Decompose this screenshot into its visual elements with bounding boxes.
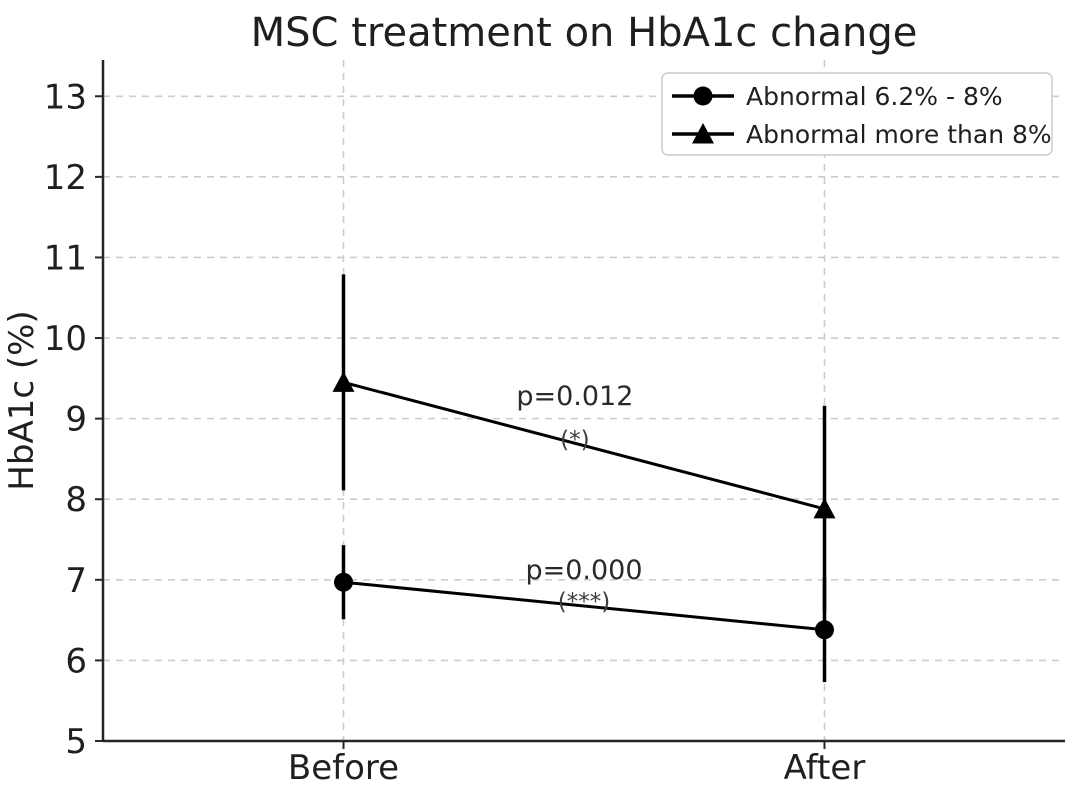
y-tick-label: 8 bbox=[65, 480, 87, 520]
legend-box bbox=[661, 72, 1053, 156]
y-tick-label: 9 bbox=[65, 400, 87, 440]
y-tick-label: 10 bbox=[44, 319, 87, 359]
y-tick-label: 6 bbox=[65, 641, 87, 681]
tick-label-layer: 5 6 7 8 9 10 11 12 13 Before After bbox=[44, 77, 866, 788]
legend-item: Abnormal more than 8% bbox=[672, 120, 1052, 149]
data-point-marker-circle bbox=[815, 620, 834, 640]
data-point-marker-circle bbox=[693, 86, 713, 106]
annotation-pvalue: p=0.000 bbox=[525, 555, 642, 586]
data-point-marker-circle bbox=[334, 572, 353, 592]
chart-title: MSC treatment on HbA1c change bbox=[251, 10, 918, 56]
tick-layer bbox=[95, 95, 826, 749]
annotation-significance: (*) bbox=[560, 427, 589, 453]
legend: Abnormal 6.2% - 8% Abnormal more than 8% bbox=[661, 72, 1053, 156]
y-tick-label: 12 bbox=[44, 158, 87, 198]
y-tick-label: 13 bbox=[44, 77, 87, 117]
annotation-pvalue: p=0.012 bbox=[516, 381, 633, 412]
series-line bbox=[343, 580, 825, 632]
annotation-significance: (***) bbox=[558, 589, 610, 615]
legend-item: Abnormal 6.2% - 8% bbox=[672, 82, 1003, 111]
data-point-marker-triangle bbox=[692, 123, 714, 144]
y-tick-label: 5 bbox=[65, 722, 87, 762]
legend-label: Abnormal 6.2% - 8% bbox=[746, 82, 1003, 111]
y-tick-label: 11 bbox=[44, 238, 87, 278]
series-line bbox=[343, 380, 825, 511]
series-1 bbox=[332, 274, 836, 613]
x-tick-label: After bbox=[784, 748, 866, 788]
spine-layer bbox=[101, 60, 1065, 743]
data-point-marker-triangle bbox=[813, 497, 836, 519]
x-tick-label: Before bbox=[288, 748, 399, 788]
y-tick-label: 7 bbox=[65, 561, 87, 601]
data-point-marker-triangle bbox=[332, 371, 355, 392]
series-0 bbox=[334, 545, 834, 683]
legend-label: Abnormal more than 8% bbox=[746, 120, 1052, 149]
y-axis-label: HbA1c (%) bbox=[2, 310, 42, 490]
